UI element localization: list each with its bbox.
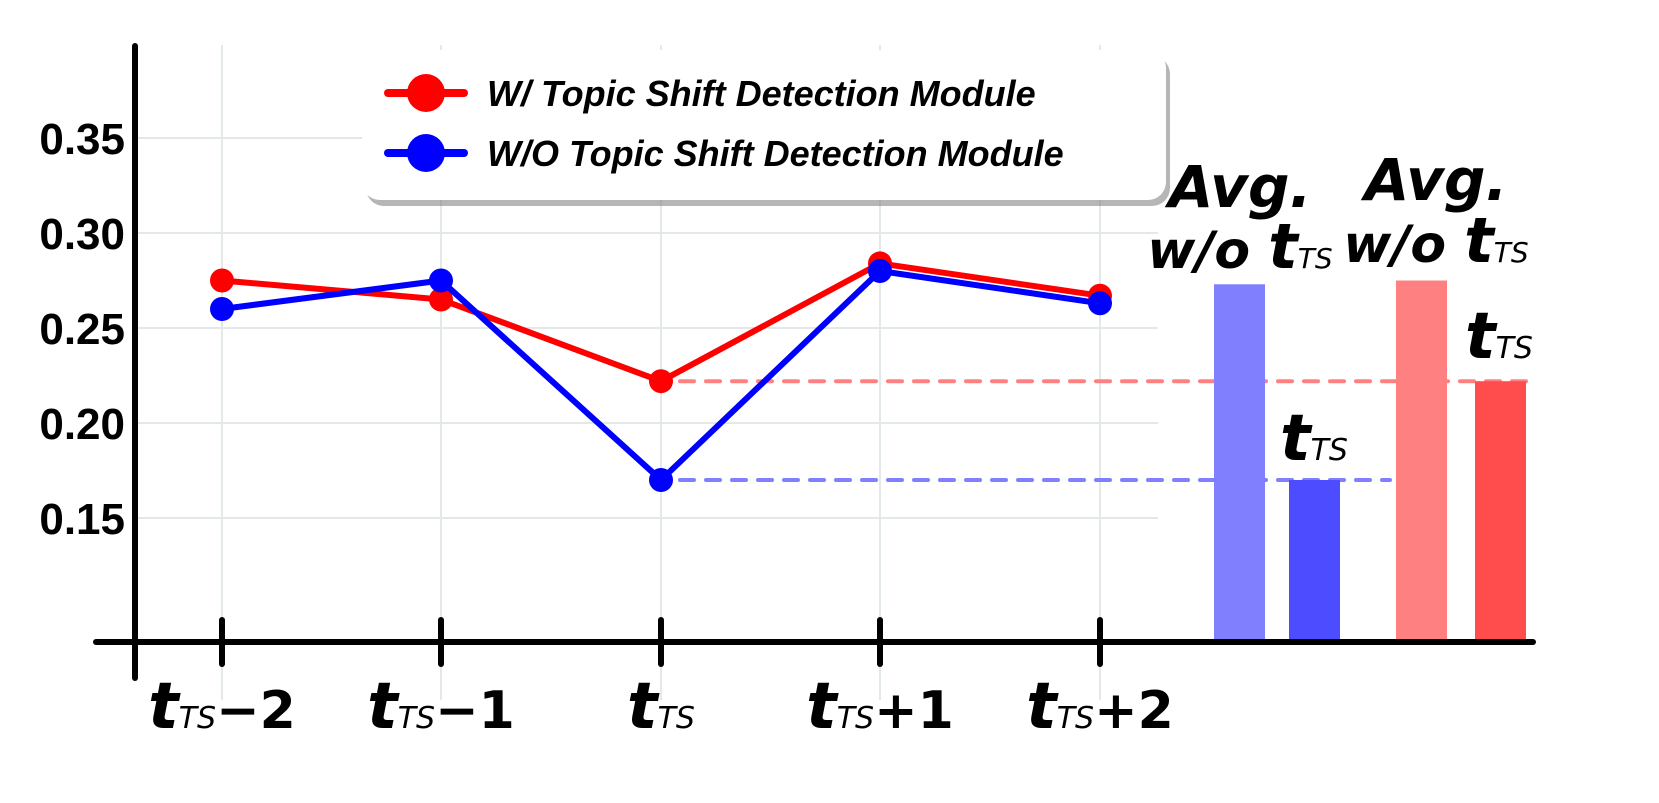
annotation-avg: Avg. xyxy=(1164,153,1311,221)
y-tick-label: 0.35 xyxy=(39,115,125,164)
data-point xyxy=(649,468,673,492)
data-series xyxy=(210,251,1112,492)
x-axis-ticks: tTS−2 tTS−1 tTS tTS+1 tTS+2 xyxy=(148,617,1174,744)
data-point xyxy=(429,287,453,312)
y-axis-ticks: 0.35 0.30 0.25 0.20 0.15 xyxy=(39,115,125,544)
axes xyxy=(93,43,1536,681)
legend-box xyxy=(362,50,1166,200)
y-tick-label: 0.20 xyxy=(39,400,125,449)
data-point xyxy=(210,268,234,293)
legend-label: W/O Topic Shift Detection Module xyxy=(487,133,1064,174)
data-point xyxy=(429,268,453,293)
data-point xyxy=(868,259,892,283)
data-point xyxy=(649,369,673,394)
x-tick-label: tTS xyxy=(627,670,695,744)
grid-lines xyxy=(135,45,1158,700)
legend-marker-icon xyxy=(407,74,445,112)
bar xyxy=(1396,280,1447,642)
reference-lines xyxy=(678,379,1534,482)
y-tick-label: 0.25 xyxy=(39,305,125,354)
data-point xyxy=(210,297,234,321)
annotation-avg: Avg. xyxy=(1360,146,1507,214)
y-tick-label: 0.15 xyxy=(39,495,125,544)
annotation-tts: tTS xyxy=(1280,402,1348,476)
annotation-wo-tts: w/o tTS xyxy=(1147,210,1332,283)
annotation-tts: tTS xyxy=(1465,300,1533,374)
x-tick-label: tTS−1 xyxy=(367,670,515,744)
x-tick-label: tTS−2 xyxy=(148,670,296,744)
legend-marker-icon xyxy=(407,134,445,172)
legend-label: W/ Topic Shift Detection Module xyxy=(487,73,1036,114)
x-tick-label: tTS+1 xyxy=(806,670,954,744)
bar xyxy=(1289,480,1340,642)
legend: W/ Topic Shift Detection Module W/O Topic… xyxy=(362,50,1170,206)
bar xyxy=(1214,284,1265,642)
bar-insets xyxy=(1214,280,1526,642)
data-point xyxy=(1088,291,1112,316)
bar xyxy=(1475,381,1526,642)
x-tick-label: tTS+2 xyxy=(1026,670,1174,744)
y-tick-label: 0.30 xyxy=(39,210,125,259)
annotation-wo-tts: w/o tTS xyxy=(1343,204,1528,277)
